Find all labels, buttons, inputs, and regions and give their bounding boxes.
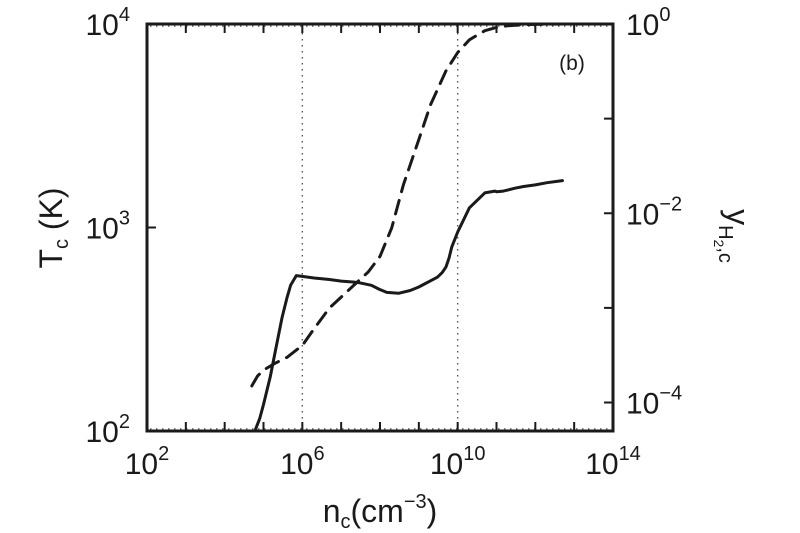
y-right-axis-label: yH2,c: [711, 209, 756, 263]
y-right-tick-label: 10−4: [626, 383, 682, 421]
x-axis-label: nc(cm−3): [323, 491, 438, 533]
x-tick-label: 1014: [585, 443, 641, 481]
series-line-dashed: [250, 22, 564, 388]
x-tick-label: 1010: [430, 443, 486, 481]
y-left-tick-label: 103: [86, 208, 131, 246]
y-left-tick-label: 104: [86, 4, 131, 42]
plot-frame: [145, 22, 615, 433]
y-left-axis-label: Tc (K): [33, 187, 73, 268]
axis-ticks: [146, 23, 614, 432]
panel-label: (b): [559, 52, 585, 75]
series-group: [250, 22, 564, 433]
y-right-tick-label: 100: [626, 4, 671, 42]
x-tick-label: 106: [280, 443, 325, 481]
tick-labels: 102 106 1010 1014 102 103 104 100 10−2 10−4: [86, 4, 683, 481]
y-left-tick-label: 102: [86, 411, 131, 449]
x-tick-label: 102: [125, 443, 170, 481]
minor-grid-dots: [150, 25, 610, 430]
series-line-solid: [253, 179, 564, 433]
y-right-tick-label: 10−2: [626, 193, 682, 231]
